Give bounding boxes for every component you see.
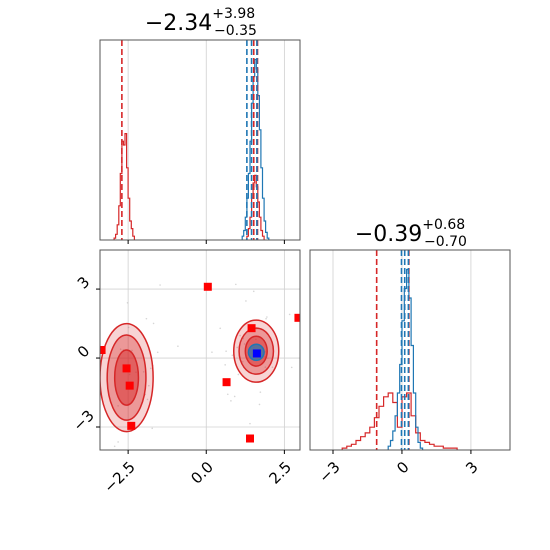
sample-dot [211, 351, 213, 353]
red-marker [125, 381, 134, 390]
sample-dot [237, 373, 240, 376]
marginal-x-title: −2.34+3.98 [145, 6, 255, 36]
y-tick-label: −3 [69, 406, 97, 434]
sample-dot [225, 350, 227, 352]
sample-dot [235, 283, 237, 286]
sample-dot [145, 317, 148, 320]
sample-dot [126, 301, 129, 304]
x-tick-label: 3 [462, 458, 481, 477]
joint-x-tick-labels: −2.5 0.0 2.5 [100, 458, 295, 496]
marginal-histogram-y: −3 0 3 −0.39+0.68 −0.70 [309, 217, 511, 486]
sample-dot [259, 391, 262, 393]
sample-dot [265, 317, 267, 320]
sample-dot [119, 348, 122, 350]
marginal-y-tick-labels: −3 0 3 [315, 458, 481, 486]
sample-dot [239, 334, 241, 337]
sample-dot [150, 367, 152, 370]
sample-dot [243, 343, 246, 345]
sample-dot [231, 354, 234, 357]
marginal-x-histograms [113, 58, 270, 240]
x-tick-label: −2.5 [100, 458, 138, 496]
sample-dot [249, 422, 251, 425]
sample-dot [271, 366, 274, 369]
sample-dot [131, 349, 133, 352]
red-marker [100, 346, 106, 354]
red-marker [294, 313, 300, 322]
y-tick-label: 3 [74, 273, 93, 292]
y-tick-label: 0 [74, 342, 93, 361]
marginal-y-title-value: −0.39 [355, 222, 422, 247]
sample-dot [226, 393, 229, 396]
sample-dot [230, 400, 232, 402]
marginal-x-title-plus: +3.98 [212, 6, 255, 22]
sample-dot [142, 371, 145, 373]
sample-dot [113, 445, 116, 448]
x-tick-label: 2.5 [266, 458, 296, 488]
sample-dot [252, 290, 255, 293]
marginal-y-title-plus: +0.68 [422, 217, 465, 233]
sample-dot [117, 405, 119, 407]
sample-dot [177, 345, 179, 348]
density-contour [113, 349, 140, 406]
sample-dot [117, 441, 119, 443]
sample-dot [288, 313, 291, 316]
sample-dot [245, 300, 247, 302]
sample-dot [258, 403, 261, 406]
sample-dot [224, 364, 226, 366]
marginal-x-title-minus: −0.35 [214, 23, 257, 39]
sample-dot [152, 322, 155, 325]
marginal-y-tick-marks [332, 450, 472, 454]
sample-dot [236, 346, 238, 349]
joint-tick-marks [96, 288, 285, 454]
sample-dot [267, 357, 269, 359]
joint-frame [99, 249, 301, 451]
histogram-step [113, 133, 265, 240]
sample-dot [233, 395, 236, 398]
x-tick-label: 0.0 [187, 458, 217, 488]
sample-dot [264, 366, 267, 368]
marginal-x-frame [99, 39, 301, 241]
sample-dot [151, 427, 154, 430]
sample-dot [304, 339, 306, 341]
sample-dot [242, 337, 245, 340]
marginal-y-histograms [341, 268, 458, 450]
red-marker [246, 434, 254, 443]
marginal-histogram-x: −2.34+3.98 −0.35 [99, 6, 301, 244]
joint-y-tick-labels: −3 0 3 [69, 273, 97, 435]
x-tick-label: −3 [315, 458, 343, 486]
joint-markers [100, 282, 300, 443]
marginal-x-title-value: −2.34 [145, 11, 212, 36]
marginal-x-quantile-lines [121, 40, 259, 240]
blue-marker [252, 349, 261, 358]
sample-dot [156, 351, 159, 354]
sample-dot [241, 360, 244, 363]
marginal-y-quantile-lines [375, 250, 410, 450]
marginal-x-tick-marks [127, 240, 285, 244]
red-marker [203, 282, 212, 291]
sample-dot [290, 366, 293, 369]
joint-scatter-panel: −2.5 0.0 2.5 −3 0 3 [69, 249, 306, 497]
sample-dot [146, 398, 149, 401]
marginal-x-gridlines [127, 40, 285, 240]
red-marker [247, 324, 256, 333]
sample-dot [266, 316, 268, 318]
marginal-y-title-minus: −0.70 [424, 234, 467, 250]
sample-dot [159, 284, 161, 286]
sample-dot [219, 327, 222, 330]
red-marker [127, 421, 136, 430]
marginal-y-frame [309, 249, 511, 451]
sample-dot [127, 326, 130, 329]
histogram-step [341, 392, 458, 450]
joint-contours [100, 319, 280, 433]
red-marker [122, 364, 131, 373]
sample-dot [148, 384, 150, 387]
x-tick-label: 0 [393, 458, 412, 477]
sample-dot [163, 452, 165, 454]
marginal-y-title: −0.39+0.68 [355, 217, 465, 247]
histogram-step [241, 58, 270, 240]
red-marker [222, 378, 231, 387]
